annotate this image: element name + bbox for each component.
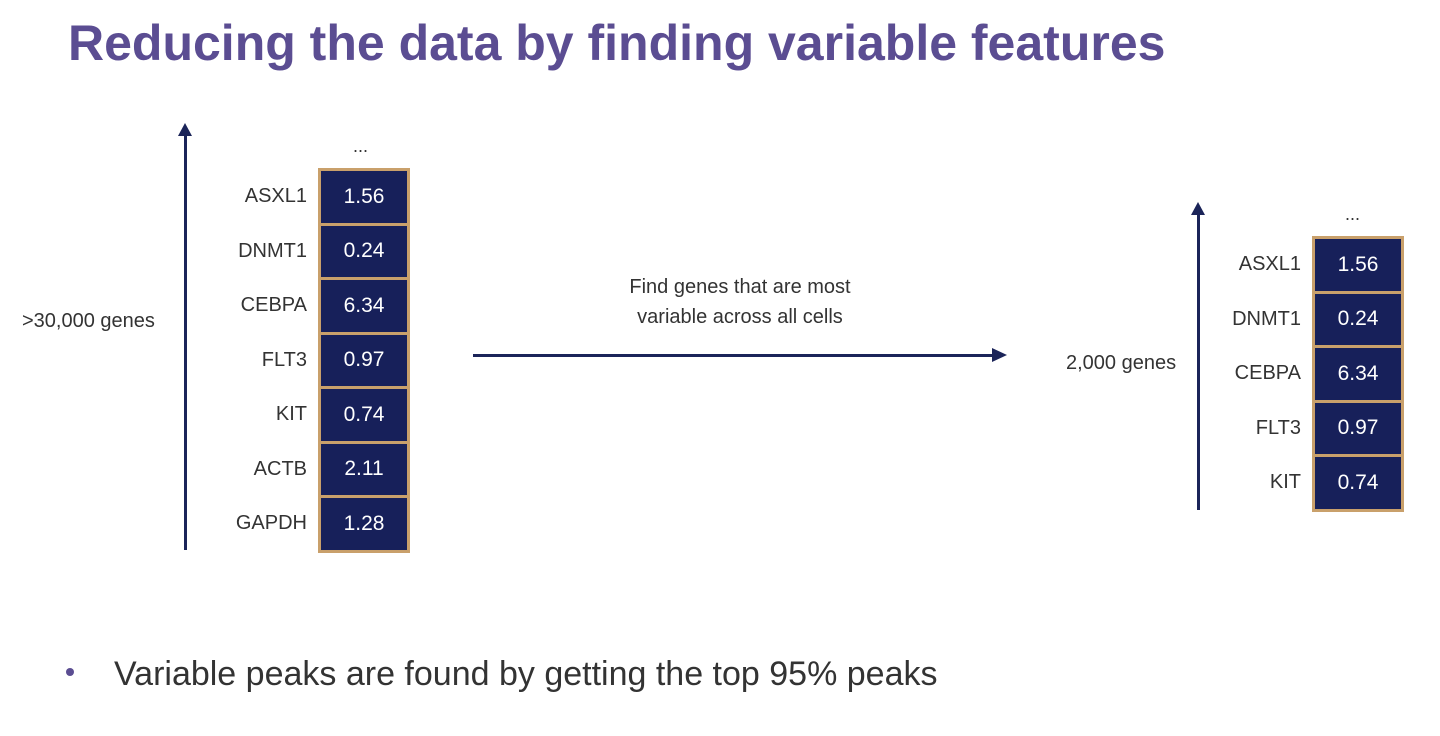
gene-value-cell: 0.24 (1315, 293, 1401, 348)
gene-value-cell: 0.97 (1315, 402, 1401, 457)
gene-name: KIT (1269, 471, 1301, 493)
gene-name: ASXL1 (1238, 253, 1301, 275)
gene-name: GAPDH (235, 512, 307, 534)
gene-row: CEBPA 6.34 (241, 280, 407, 335)
gene-value-cell: 0.74 (1315, 457, 1401, 509)
gene-name: DNMT1 (238, 239, 307, 262)
caption-line-2: variable across all cells (637, 306, 843, 328)
gene-value-cell: 1.56 (321, 171, 407, 226)
bullet-text: Variable peaks are found by getting the … (114, 655, 938, 693)
left-genes-count-label: >30,000 genes (22, 310, 155, 332)
gene-row: FLT3 0.97 (262, 334, 407, 389)
reduction-arrow (473, 348, 1007, 362)
bullet-point: Variable peaks are found by getting the … (66, 655, 938, 694)
gene-value-cell: 2.11 (321, 443, 407, 498)
gene-name: CEBPA (240, 294, 307, 316)
gene-name: KIT (275, 403, 307, 425)
gene-row: KIT 0.74 (276, 389, 407, 444)
gene-value-cell: 1.28 (321, 498, 407, 550)
gene-value-cell: 6.34 (321, 280, 407, 335)
left-ellipsis: ... (353, 136, 369, 156)
gene-name: DNMT1 (1232, 307, 1301, 330)
gene-row: ASXL1 1.56 (1239, 239, 1401, 294)
gene-value-cell: 0.97 (321, 334, 407, 389)
gene-row: DNMT1 0.24 (1232, 293, 1401, 348)
gene-name: CEBPA (1234, 362, 1301, 384)
right-gene-table: ASXL1 1.56 DNMT1 0.24 CEBPA 6.34 FLT3 0.97 KIT 0.… (1232, 236, 1404, 512)
page-title: Reducing the data by finding variable fe… (68, 15, 1166, 71)
left-vertical-arrow (178, 123, 192, 550)
gene-row: ASXL1 1.56 (245, 171, 407, 226)
gene-row: DNMT1 0.24 (238, 225, 407, 280)
gene-row: KIT 0.74 (1270, 457, 1401, 509)
gene-row: GAPDH 1.28 (236, 498, 407, 550)
gene-name: FLT3 (1255, 416, 1301, 439)
right-genes-count-label: 2,000 genes (1066, 352, 1177, 374)
left-gene-table: ASXL1 1.56 DNMT1 0.24 CEBPA 6.34 FLT3 0.97 KIT 0.… (236, 168, 410, 553)
gene-name: ACTB (253, 457, 307, 480)
gene-value-cell: 6.34 (1315, 348, 1401, 403)
arrow-caption: Find genes that are most variable across… (560, 272, 920, 332)
gene-value-cell: 0.74 (321, 389, 407, 444)
gene-row: ACTB 2.11 (254, 443, 407, 498)
gene-row: CEBPA 6.34 (1235, 348, 1401, 403)
gene-value-cell: 1.56 (1315, 239, 1401, 294)
gene-row: FLT3 0.97 (1256, 402, 1401, 457)
right-vertical-arrow (1191, 202, 1205, 510)
right-ellipsis: ... (1345, 204, 1361, 224)
gene-name: ASXL1 (244, 185, 307, 207)
gene-value-cell: 0.24 (321, 225, 407, 280)
caption-line-1: Find genes that are most (629, 276, 851, 298)
bullet-dot-icon (66, 668, 74, 677)
gene-name: FLT3 (261, 348, 307, 371)
